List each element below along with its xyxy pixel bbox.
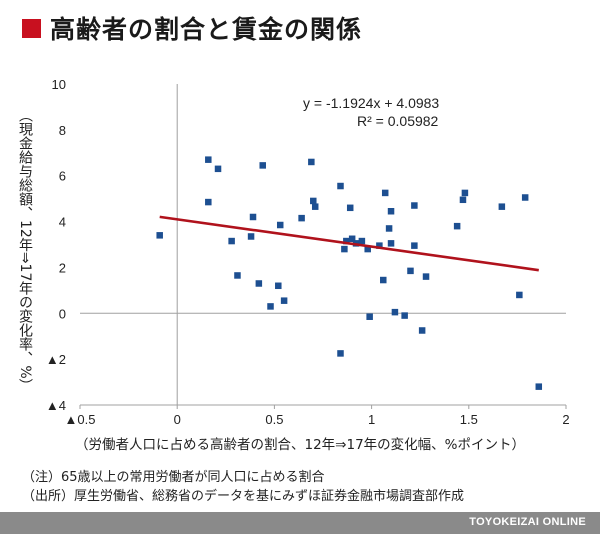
data-point: [459, 196, 467, 204]
x-tick-label: 1: [368, 412, 375, 427]
data-point: [498, 203, 506, 210]
x-tick-label: 2: [562, 412, 569, 427]
axes: [80, 84, 566, 406]
x-axis-label: （労働者人口に占める高齢者の割合、12年⇒17年の変化幅、%ポイント）: [75, 437, 525, 453]
data-point: [407, 267, 414, 275]
y-tick-label: 8: [59, 123, 66, 138]
x-tick-label: 0.5: [265, 412, 283, 427]
data-point: [418, 327, 426, 334]
data-point: [521, 194, 529, 201]
footer-bar: TOYOKEIZAI ONLINE: [0, 512, 600, 534]
trend-equation: y = -1.1924x + 4.0983: [303, 95, 439, 111]
data-point: [387, 208, 395, 215]
y-tick-label: ▲4: [46, 398, 66, 413]
y-axis-label: （現金給与総額、12年⇒17年の変化率、%）: [17, 108, 33, 393]
footer-brand: TOYOKEIZAI ONLINE: [469, 516, 586, 528]
data-point: [453, 222, 461, 230]
data-point: [391, 308, 399, 316]
y-tick-label: 2: [59, 260, 66, 275]
data-point: [387, 240, 395, 247]
data-point: [255, 280, 263, 287]
y-tick-label: 0: [59, 306, 66, 321]
data-point: [401, 312, 408, 319]
data-point: [341, 245, 348, 253]
x-tick-label: ▲0.5: [65, 412, 96, 427]
y-tick-label: ▲2: [46, 352, 66, 367]
data-point: [535, 383, 543, 390]
data-point: [461, 189, 469, 197]
data-point: [381, 189, 389, 197]
tick-labels: ▲4 ▲2 0 2 4 6 8 10 ▲0.5 0 0.5 1 1.5 2: [46, 77, 570, 427]
data-point: [411, 242, 418, 249]
data-point: [311, 203, 319, 210]
source-line: （出所）厚生労働省、総務省のデータを基にみずほ証券金融市場調査部作成: [22, 489, 465, 504]
x-tick-label: 1.5: [460, 412, 478, 427]
title-marker: [22, 18, 41, 38]
data-point: [205, 156, 212, 163]
data-point: [385, 225, 393, 232]
data-point: [310, 197, 317, 205]
data-point: [380, 276, 387, 284]
y-tick-label: 10: [52, 77, 66, 92]
data-point: [308, 158, 315, 166]
data-point: [275, 282, 282, 290]
data-point: [411, 202, 418, 209]
title-block: 高齢者の割合と賃金の関係: [22, 10, 362, 46]
data-point: [259, 162, 266, 169]
data-point: [337, 350, 344, 357]
page-title: 高齢者の割合と賃金の関係: [50, 15, 363, 44]
data-point: [228, 237, 235, 245]
y-tick-label: 4: [59, 215, 66, 230]
data-point: [234, 272, 241, 279]
data-point: [280, 297, 288, 304]
trendline-group: [159, 215, 539, 272]
data-point: [366, 313, 373, 320]
trend-r-squared: R² = 0.05982: [357, 113, 439, 129]
trendline: [159, 215, 539, 272]
data-point: [364, 245, 371, 253]
data-point: [343, 237, 350, 245]
data-point: [298, 214, 305, 222]
data-point: [337, 182, 344, 190]
data-point: [358, 237, 366, 245]
notes: （注）65歳以上の常用労働者が同人口に占める割合 （出所）厚生労働省、総務省のデ…: [22, 468, 464, 506]
data-point: [205, 198, 212, 206]
x-tick-label: 0: [174, 412, 181, 427]
data-points: [156, 156, 543, 390]
y-tick-label: 6: [59, 169, 66, 184]
data-point: [156, 232, 163, 239]
data-point: [422, 273, 430, 280]
data-point: [376, 242, 383, 249]
data-point: [276, 221, 284, 229]
data-point: [249, 213, 257, 221]
data-point: [516, 291, 523, 299]
data-point: [247, 233, 255, 240]
data-point: [214, 165, 222, 173]
note-line: （注）65歳以上の常用労働者が同人口に占める割合: [22, 470, 325, 485]
data-point: [346, 204, 354, 212]
data-point: [267, 303, 274, 310]
data-point: [348, 235, 356, 243]
